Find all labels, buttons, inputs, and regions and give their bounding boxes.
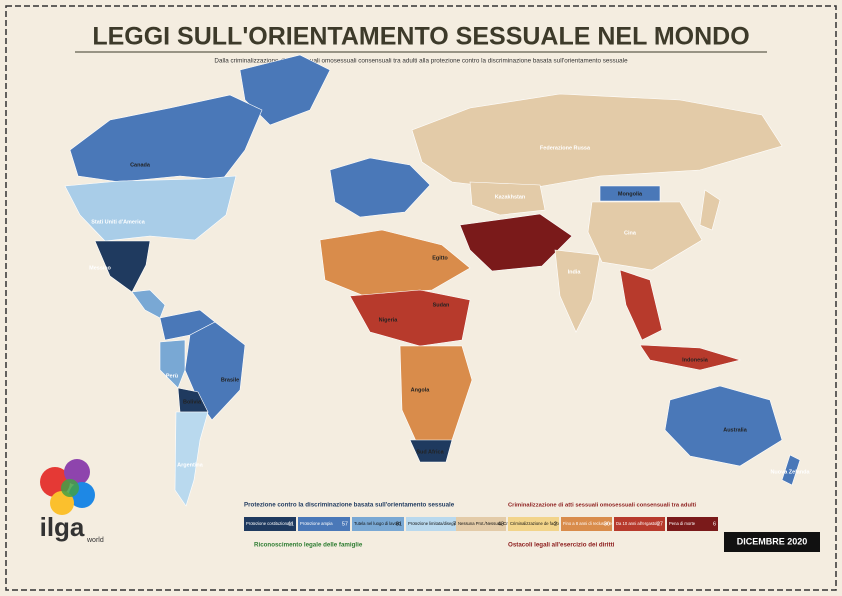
legend-swatch <box>298 517 350 531</box>
legend-swatch <box>456 517 506 531</box>
legend-label: Protezione ampia <box>300 521 333 526</box>
subtitle: Dalla criminalizzazione di atti sessuali… <box>214 58 628 65</box>
kazakhstan <box>469 181 546 216</box>
peru <box>159 339 186 389</box>
central-america <box>131 289 166 319</box>
legend-count: 57 <box>342 521 348 527</box>
logo-text: ilga <box>40 512 85 542</box>
legend-swatch <box>667 517 718 531</box>
country-label: Stati Uniti d'America <box>91 219 146 225</box>
legend-label: Da 10 anni all'ergastolo <box>616 521 660 526</box>
country-label: Nigeria <box>379 317 399 323</box>
legend-count: 11 <box>288 521 294 527</box>
mongolia <box>599 185 661 202</box>
japan <box>699 189 721 231</box>
country-label: Nuova Zelanda <box>770 469 810 475</box>
usa <box>64 175 237 242</box>
indonesia <box>639 344 742 371</box>
legend-label: Protezione costituzionale <box>246 521 293 526</box>
country-label: Kazakhstan <box>495 194 526 200</box>
country-label: Sud Africa <box>416 449 444 455</box>
mexico <box>94 240 151 293</box>
north-africa <box>319 229 471 296</box>
legend-swatch <box>614 517 665 531</box>
logo-dot <box>64 459 90 485</box>
country-label: Mongolia <box>618 191 643 197</box>
legend-label: Protezione limitata/diseguale <box>408 521 462 526</box>
legend-label: Criminalizzazione de facto <box>510 521 560 526</box>
legend-label: Nessuna Prot./Nessuna Crim. <box>458 521 513 526</box>
country-label: Brasile <box>221 377 239 383</box>
country-label: Cina <box>624 230 637 236</box>
se-asia <box>619 269 663 341</box>
greenland <box>239 54 331 126</box>
south-africa <box>409 439 453 463</box>
legend-label: Pena di morte <box>669 521 696 526</box>
country-label: India <box>568 269 582 275</box>
country-label: Angola <box>411 387 431 393</box>
legend-label: Tutela nel luogo di lavoro <box>354 521 401 526</box>
canada <box>69 94 263 183</box>
india <box>554 249 601 333</box>
country-label: Federazione Russa <box>540 145 591 151</box>
legend-count: 30 <box>604 521 610 527</box>
china <box>587 201 703 271</box>
legend-count: 6 <box>713 521 716 527</box>
legend-count: 2 <box>554 521 557 527</box>
title: LEGGI SULL'ORIENTAMENTO SESSUALE NEL MON… <box>92 23 749 51</box>
country-label: Australia <box>723 427 747 433</box>
legend-swatch <box>406 517 458 531</box>
russia <box>411 93 783 191</box>
legend-title: Riconoscimento legale delle famiglie <box>254 542 363 549</box>
country-label: Bolivia <box>183 399 202 405</box>
middle-east <box>459 213 573 272</box>
central-africa <box>349 289 471 347</box>
legend-swatch <box>508 517 559 531</box>
legend-swatch <box>561 517 612 531</box>
legend-count: 7 <box>453 521 456 527</box>
legend-title: Criminalizzazione di atti sessuali omose… <box>508 503 697 509</box>
legend-count: 43 <box>498 521 504 527</box>
date-box <box>724 532 820 552</box>
argentina <box>174 411 209 507</box>
country-label: Messico <box>89 265 111 271</box>
legend-label: Fino a 8 anni di reclusione <box>563 521 613 526</box>
legend-count: 81 <box>396 521 402 527</box>
logo-sub: world <box>86 537 104 544</box>
country-label: Egitto <box>432 255 448 261</box>
legend-count: 27 <box>657 521 663 527</box>
new-zealand <box>781 454 801 486</box>
europe <box>329 157 431 218</box>
legend-swatch <box>352 517 404 531</box>
logo: ilga world <box>40 459 104 544</box>
legend-swatch <box>244 517 296 531</box>
date: DICEMBRE 2020 <box>737 536 808 546</box>
logo-dot <box>61 479 79 497</box>
logo-dot <box>50 491 74 515</box>
country-label: Argentina <box>177 462 204 468</box>
legend-title: Ostacoli legali all'esercizio dei diritt… <box>508 542 615 549</box>
country-label: Perù <box>166 373 178 379</box>
country-label: Canada <box>130 162 151 168</box>
map <box>64 54 801 507</box>
legend-title: Protezione contro la discriminazione bas… <box>244 502 455 509</box>
country-label: Sudan <box>433 302 450 308</box>
australia <box>664 385 783 467</box>
country-label: Indonesia <box>682 357 709 363</box>
frame <box>5 5 837 591</box>
